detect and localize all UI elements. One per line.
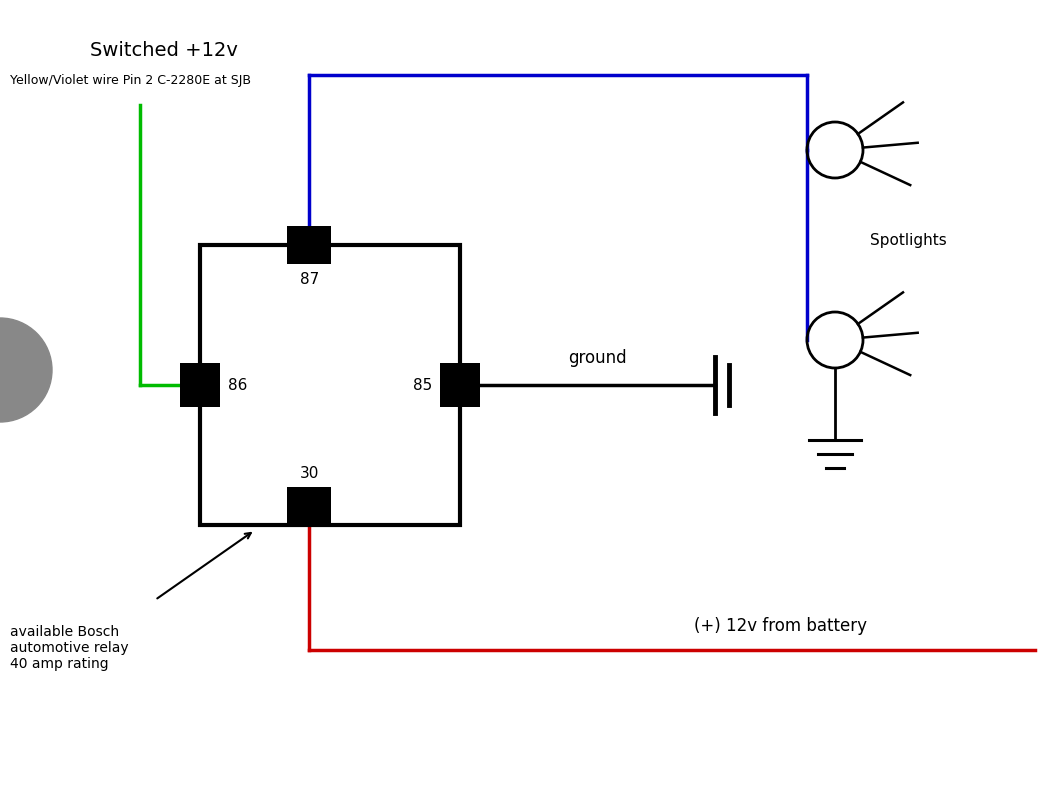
Text: 86: 86 — [228, 378, 247, 393]
Circle shape — [0, 318, 52, 422]
Text: available Bosch
automotive relay
40 amp rating: available Bosch automotive relay 40 amp … — [10, 625, 128, 671]
Bar — [180, 363, 220, 407]
Text: 87: 87 — [300, 272, 319, 287]
Text: Yellow/Violet wire Pin 2 C-2280E at SJB: Yellow/Violet wire Pin 2 C-2280E at SJB — [10, 73, 251, 86]
Text: 85: 85 — [412, 378, 432, 393]
Bar — [287, 226, 331, 264]
Text: 30: 30 — [300, 466, 319, 481]
Text: Switched +12v: Switched +12v — [90, 40, 237, 60]
Text: (+) 12v from battery: (+) 12v from battery — [693, 617, 866, 635]
Bar — [287, 487, 331, 525]
Bar — [440, 363, 480, 407]
Bar — [200, 245, 460, 525]
Text: Spotlights: Spotlights — [870, 233, 947, 247]
Text: ground: ground — [568, 349, 626, 367]
